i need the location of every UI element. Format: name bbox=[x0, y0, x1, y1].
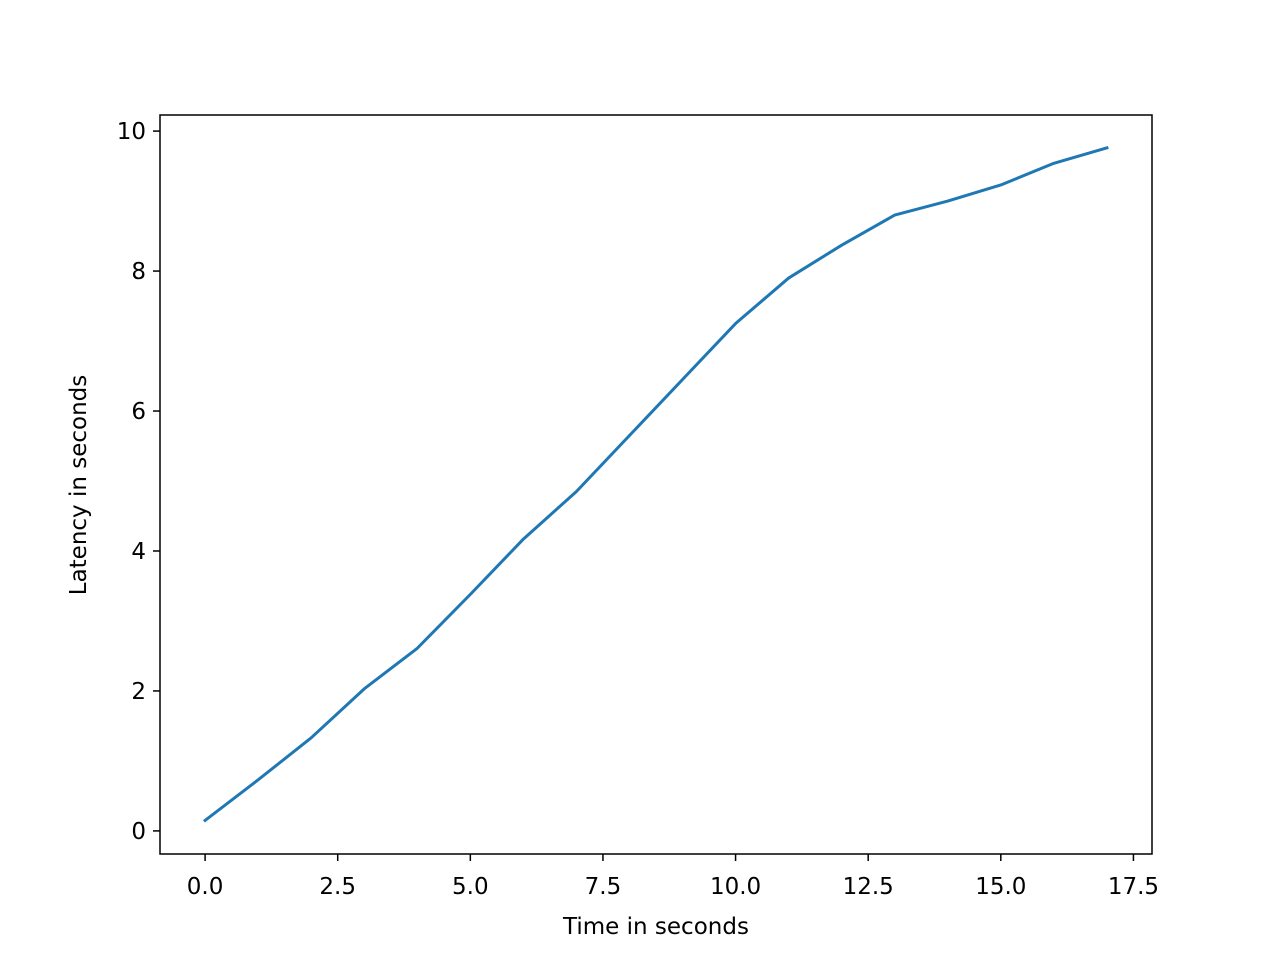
x-axis-label: Time in seconds bbox=[562, 914, 749, 940]
x-tick-label: 2.5 bbox=[319, 874, 356, 900]
line-series bbox=[202, 146, 1109, 823]
x-tick-label: 12.5 bbox=[843, 874, 894, 900]
y-axis-label: Latency in seconds bbox=[66, 375, 92, 596]
y-tick-label: 4 bbox=[131, 539, 146, 565]
x-tick-label: 5.0 bbox=[452, 874, 489, 900]
x-tick-label: 0.0 bbox=[187, 874, 224, 900]
plot-frame bbox=[159, 114, 1153, 855]
x-tick-label: 7.5 bbox=[585, 874, 622, 900]
y-tick-label: 6 bbox=[131, 399, 146, 425]
x-tick-label: 15.0 bbox=[975, 874, 1026, 900]
y-tick-label: 8 bbox=[131, 259, 146, 285]
y-tick-label: 10 bbox=[117, 119, 146, 145]
x-tick-label: 17.5 bbox=[1108, 874, 1159, 900]
x-tick-label: 10.0 bbox=[710, 874, 761, 900]
y-tick-label: 0 bbox=[131, 819, 146, 845]
y-tick-label: 2 bbox=[131, 679, 146, 705]
